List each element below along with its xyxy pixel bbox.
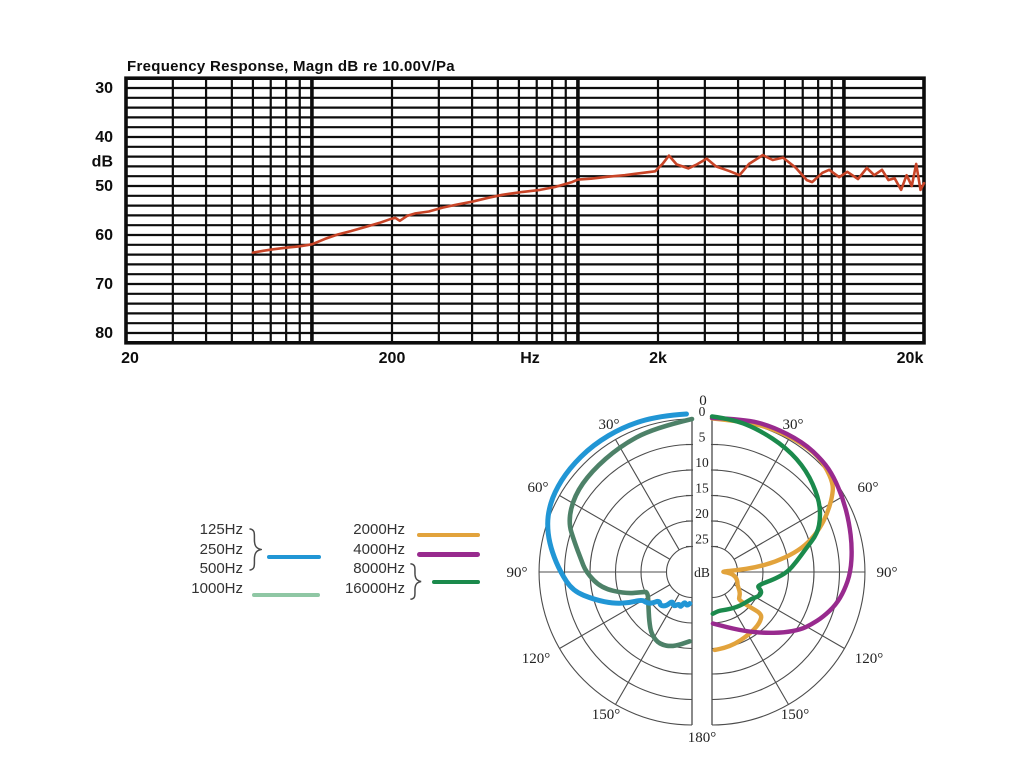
legend-swatch-2000hz (417, 532, 480, 537)
legend-label-250hz: 250Hz (199, 540, 243, 558)
svg-text:60°: 60° (528, 480, 549, 496)
legend-brace-low-band (248, 528, 262, 571)
svg-text:20: 20 (121, 350, 139, 367)
frequency-response-chart: Frequency Response, Magn dB re 10.00V/Pa… (92, 58, 926, 367)
legend-swatch-125-500hz (267, 554, 321, 559)
polar-pattern-chart: 0 5 10 15 20 25 dB 0 30° 30° 60° 60° 90° 90° 120° 120° 1… (507, 393, 898, 746)
svg-text:25: 25 (695, 532, 709, 547)
svg-text:150°: 150° (781, 707, 810, 723)
legend-label-1000hz: 1000Hz (191, 579, 243, 597)
svg-text:30°: 30° (599, 417, 620, 433)
legend-label-8000hz: 8000Hz (353, 560, 405, 577)
svg-text:0: 0 (699, 404, 706, 419)
legend-label-500hz: 500Hz (199, 560, 243, 577)
legend-swatch-4000hz (417, 552, 480, 557)
svg-text:60°: 60° (858, 480, 879, 496)
legend-label-125hz: 125Hz (199, 521, 243, 538)
legend-swatch-8000-16000hz (432, 579, 480, 584)
svg-text:20k: 20k (897, 350, 924, 367)
svg-text:15: 15 (695, 481, 709, 496)
svg-text:90°: 90° (507, 565, 528, 581)
svg-text:5: 5 (699, 430, 706, 445)
svg-text:90°: 90° (877, 565, 898, 581)
legend-label-2000hz: 2000Hz (353, 521, 405, 538)
legend-swatch-1000hz (252, 592, 320, 597)
svg-text:2k: 2k (649, 350, 667, 367)
legend-label-16000hz: 16000Hz (344, 579, 405, 597)
svg-text:30°: 30° (783, 417, 804, 433)
svg-text:10: 10 (695, 455, 709, 470)
svg-text:Frequency Response, Magn dB re: Frequency Response, Magn dB re 10.00V/Pa (127, 58, 455, 75)
svg-text:120°: 120° (855, 651, 884, 667)
svg-text:150°: 150° (592, 707, 621, 723)
legend-label-4000hz: 4000Hz (353, 540, 405, 558)
svg-text:dB: dB (694, 565, 710, 580)
svg-text:30: 30 (95, 80, 113, 97)
svg-text:20: 20 (695, 506, 709, 521)
svg-text:50: 50 (95, 178, 113, 195)
polar-legend: 125Hz 250Hz 500Hz 1000Hz 2000Hz 4000Hz 8… (168, 516, 500, 612)
legend-brace-high-band (409, 563, 422, 600)
svg-text:0: 0 (699, 393, 707, 409)
svg-text:60: 60 (95, 227, 113, 244)
svg-text:70: 70 (95, 276, 113, 293)
svg-text:120°: 120° (522, 651, 551, 667)
svg-text:180°: 180° (688, 730, 717, 746)
svg-text:80: 80 (95, 325, 113, 342)
svg-text:40: 40 (95, 129, 113, 146)
svg-text:200: 200 (379, 350, 406, 367)
svg-text:dB: dB (92, 154, 113, 171)
svg-text:Hz: Hz (520, 350, 540, 367)
